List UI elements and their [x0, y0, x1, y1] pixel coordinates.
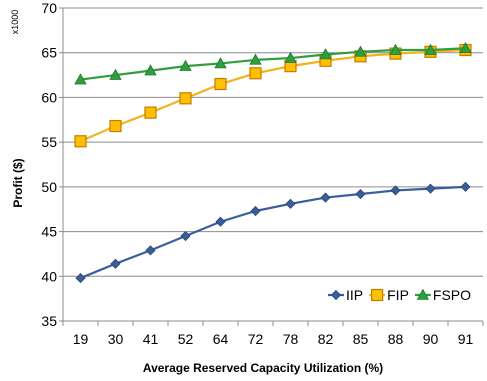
x-tick-label: 78 [283, 331, 299, 347]
y-tick-label: 55 [41, 134, 57, 150]
x-tick-label: 52 [178, 331, 194, 347]
data-point-iip [110, 258, 121, 269]
x-tick-label: 91 [458, 331, 474, 347]
data-point-fip [249, 67, 262, 80]
data-point-iip [285, 198, 296, 209]
legend: IIP FIP FSPO [328, 287, 471, 303]
data-point-iip [320, 192, 331, 203]
series-group [74, 41, 472, 284]
x-tick-label: 72 [248, 331, 264, 347]
data-point-fspo [109, 68, 122, 80]
legend-item-fspo: FSPO [414, 287, 471, 303]
x-tick-label: 64 [213, 331, 229, 347]
x-tick-label: 90 [423, 331, 439, 347]
y-axis-title: Profit ($) [11, 158, 25, 207]
series-line-fspo [80, 47, 466, 81]
x-tick-label: 30 [108, 331, 124, 347]
data-point-fip [109, 119, 122, 133]
series-line-iip [80, 185, 466, 280]
legend-marker-fip [371, 288, 384, 302]
y-tick-label: 40 [41, 268, 57, 284]
legend-label-fip: FIP [387, 287, 409, 303]
y-tick-label: 45 [41, 224, 57, 240]
data-point-fspo [354, 45, 367, 57]
data-point-iip [145, 245, 156, 256]
data-point-iip [215, 216, 226, 227]
y-tick-label: 50 [41, 179, 57, 195]
x-tick-labels: 19 30 41 52 64 72 78 82 85 88 90 91 [73, 331, 474, 347]
y-tick-label: 65 [41, 45, 57, 61]
series-fspo [74, 41, 472, 85]
data-point-iip [425, 183, 436, 194]
series-iip [75, 181, 471, 284]
data-point-iip [390, 185, 401, 196]
y-multiplier-label: x1000 [10, 10, 20, 35]
data-point-fspo [459, 41, 472, 54]
data-point-iip [355, 188, 366, 200]
data-point-fspo [424, 43, 437, 55]
x-tick-label: 85 [353, 331, 369, 347]
data-point-iip [75, 273, 86, 284]
legend-item-fip: FIP [369, 287, 409, 303]
data-point-fip [179, 92, 192, 105]
data-point-fspo [249, 53, 262, 65]
data-point-iip [460, 181, 471, 192]
data-point-iip [180, 230, 191, 242]
data-point-fspo [179, 59, 192, 71]
data-point-iip [250, 205, 261, 217]
data-point-fip [214, 77, 227, 91]
data-point-fspo [144, 64, 157, 76]
x-tick-label: 19 [73, 331, 89, 347]
data-point-fspo [284, 51, 297, 63]
gridlines [63, 7, 483, 277]
data-point-fspo [74, 73, 87, 85]
data-point-fspo [389, 43, 402, 55]
series-line-fip [80, 48, 466, 143]
legend-marker-fspo [416, 288, 430, 300]
legend-item-iip: IIP [328, 287, 363, 303]
data-point-fip [144, 106, 157, 119]
data-point-fspo [214, 57, 227, 69]
legend-label-iip: IIP [346, 287, 363, 303]
axes [59, 7, 484, 326]
y-tick-label: 70 [41, 0, 57, 16]
legend-marker-iip [330, 289, 342, 301]
x-tick-label: 82 [318, 331, 334, 347]
legend-label-fspo: FSPO [433, 287, 471, 303]
data-point-fspo [319, 48, 332, 60]
y-tick-label: 60 [41, 89, 57, 105]
y-tick-labels: 35 40 45 50 55 60 65 70 [41, 0, 57, 329]
x-axis-title: Average Reserved Capacity Utilization (%… [143, 361, 383, 375]
data-point-fip [74, 135, 87, 148]
x-tick-label: 41 [143, 331, 159, 347]
y-tick-label: 35 [41, 313, 57, 329]
x-tick-label: 88 [388, 331, 404, 347]
